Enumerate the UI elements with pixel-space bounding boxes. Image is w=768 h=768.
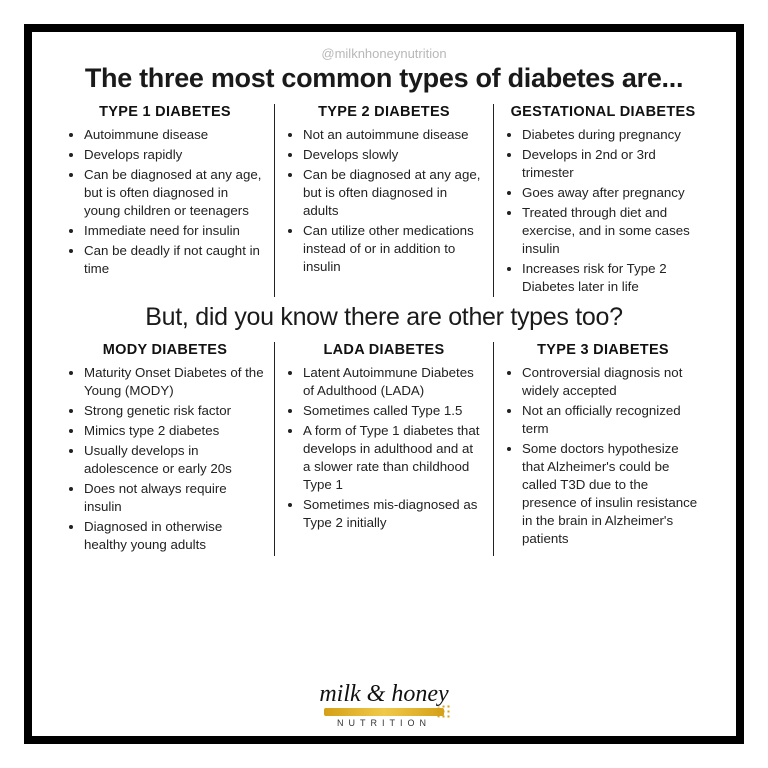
list-item: Does not always require insulin bbox=[84, 480, 264, 516]
points-type3: Controversial diagnosis not widely accep… bbox=[504, 364, 702, 547]
points-type2: Not an autoimmune disease Develops slowl… bbox=[285, 126, 483, 276]
brand-logo: milk & honey NUTRITION bbox=[56, 678, 712, 728]
list-item: Not an autoimmune disease bbox=[303, 126, 483, 144]
list-item: Mimics type 2 diabetes bbox=[84, 422, 264, 440]
list-item: Diabetes during pregnancy bbox=[522, 126, 702, 144]
points-type1: Autoimmune disease Develops rapidly Can … bbox=[66, 126, 264, 278]
row-common-types: Type 1 Diabetes Autoimmune disease Devel… bbox=[56, 104, 712, 297]
col-lada: LADA Diabetes Latent Autoimmune Diabetes… bbox=[274, 342, 493, 555]
list-item: Goes away after pregnancy bbox=[522, 184, 702, 202]
list-item: Develops in 2nd or 3rd trimester bbox=[522, 146, 702, 182]
list-item: Strong genetic risk factor bbox=[84, 402, 264, 420]
sub-title: But, did you know there are other types … bbox=[56, 303, 712, 332]
logo-text: milk & honey bbox=[56, 684, 712, 706]
row-other-types: MODY Diabetes Maturity Onset Diabetes of… bbox=[56, 342, 712, 555]
main-title: The three most common types of diabetes … bbox=[56, 63, 712, 94]
heading-gestational: Gestational Diabetes bbox=[504, 104, 702, 120]
list-item: Controversial diagnosis not widely accep… bbox=[522, 364, 702, 400]
list-item: Immediate need for insulin bbox=[84, 222, 264, 240]
list-item: Not an officially recognized term bbox=[522, 402, 702, 438]
list-item: Can be diagnosed at any age, but is ofte… bbox=[303, 166, 483, 220]
list-item: Some doctors hypothesize that Alzheimer'… bbox=[522, 440, 702, 548]
logo-subtext: NUTRITION bbox=[56, 718, 712, 728]
col-type2: Type 2 Diabetes Not an autoimmune diseas… bbox=[274, 104, 493, 297]
social-handle: @milknhoneynutrition bbox=[56, 46, 712, 61]
list-item: Develops rapidly bbox=[84, 146, 264, 164]
list-item: Can utilize other medications instead of… bbox=[303, 222, 483, 276]
list-item: Increases risk for Type 2 Diabetes later… bbox=[522, 260, 702, 296]
list-item: Can be deadly if not caught in time bbox=[84, 242, 264, 278]
col-gestational: Gestational Diabetes Diabetes during pre… bbox=[493, 104, 712, 297]
heading-mody: MODY Diabetes bbox=[66, 342, 264, 358]
heading-lada: LADA Diabetes bbox=[285, 342, 483, 358]
heading-type2: Type 2 Diabetes bbox=[285, 104, 483, 120]
list-item: Develops slowly bbox=[303, 146, 483, 164]
heading-type1: Type 1 Diabetes bbox=[66, 104, 264, 120]
list-item: Sometimes mis-diagnosed as Type 2 initia… bbox=[303, 496, 483, 532]
col-type3: Type 3 Diabetes Controversial diagnosis … bbox=[493, 342, 712, 555]
list-item: Maturity Onset Diabetes of the Young (MO… bbox=[84, 364, 264, 400]
col-type1: Type 1 Diabetes Autoimmune disease Devel… bbox=[56, 104, 274, 297]
list-item: A form of Type 1 diabetes that develops … bbox=[303, 422, 483, 494]
points-lada: Latent Autoimmune Diabetes of Adulthood … bbox=[285, 364, 483, 531]
col-mody: MODY Diabetes Maturity Onset Diabetes of… bbox=[56, 342, 274, 555]
list-item: Autoimmune disease bbox=[84, 126, 264, 144]
list-item: Diagnosed in otherwise healthy young adu… bbox=[84, 518, 264, 554]
list-item: Can be diagnosed at any age, but is ofte… bbox=[84, 166, 264, 220]
fork-icon bbox=[324, 708, 444, 716]
list-item: Usually develops in adolescence or early… bbox=[84, 442, 264, 478]
list-item: Sometimes called Type 1.5 bbox=[303, 402, 483, 420]
list-item: Latent Autoimmune Diabetes of Adulthood … bbox=[303, 364, 483, 400]
list-item: Treated through diet and exercise, and i… bbox=[522, 204, 702, 258]
heading-type3: Type 3 Diabetes bbox=[504, 342, 702, 358]
points-mody: Maturity Onset Diabetes of the Young (MO… bbox=[66, 364, 264, 553]
infographic-frame: @milknhoneynutrition The three most comm… bbox=[24, 24, 744, 744]
points-gestational: Diabetes during pregnancy Develops in 2n… bbox=[504, 126, 702, 295]
